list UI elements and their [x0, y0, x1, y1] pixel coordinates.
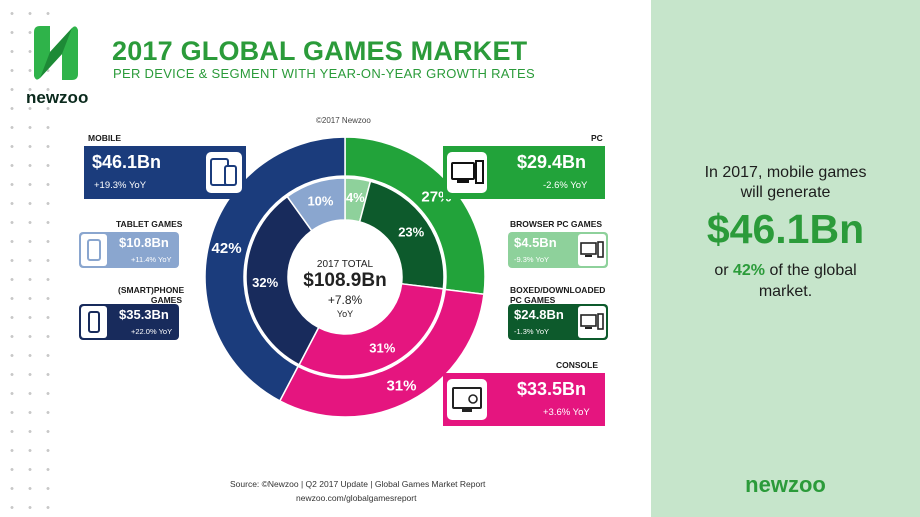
browser-yoy: -9.3% YoY: [514, 255, 550, 264]
center-total-label: 2017 TOTAL: [316, 259, 374, 270]
mobile-label: MOBILE: [88, 133, 122, 143]
browser-pc-icon: [578, 234, 606, 266]
donut-hole: [289, 221, 401, 333]
tablet-card: $10.8Bn +11.4% YoY: [79, 232, 179, 268]
panel-line-3: or 42% of the global: [651, 262, 920, 280]
boxed-card: $24.8Bn -1.3% YoY: [508, 304, 608, 340]
tablet-label: TABLET GAMES: [116, 219, 183, 229]
smartphone-card: $35.3Bn +22.0% YoY: [79, 304, 179, 340]
smartphone-icon: [81, 306, 107, 338]
slice-console-percent-label: 31%: [386, 377, 416, 394]
smartphone-label: (SMART)PHONE GAMES: [118, 285, 185, 305]
panel-line-3-pre: or: [714, 262, 729, 279]
pc-yoy: -2.6% YoY: [543, 180, 588, 191]
tablet-value: $10.8Bn: [119, 235, 169, 250]
slice-smartphone: [245, 195, 320, 366]
slice-boxed-percent-label: 23%: [398, 225, 424, 240]
decorative-dots: [0, 0, 62, 517]
mobile-card: $46.1Bn +19.3% YoY: [84, 146, 246, 199]
console-card: $33.5Bn +3.6% YoY: [443, 373, 605, 426]
slice-tablet-percent-label: 10%: [307, 193, 333, 208]
desktop-pc-icon: [447, 152, 487, 193]
highlight-panel: [651, 0, 920, 517]
mobile-value: $46.1Bn: [92, 152, 162, 172]
browser-label: BROWSER PC GAMES: [510, 219, 603, 229]
pc-value: $29.4Bn: [517, 152, 587, 172]
tablet-phone-icon: [206, 152, 242, 193]
tablet-yoy: +11.4% YoY: [131, 255, 172, 264]
panel-line-1: In 2017, mobile games: [704, 164, 867, 181]
panel-line-4: market.: [758, 283, 813, 300]
panel-line-3-pct: 42%: [733, 262, 766, 279]
console-value: $33.5Bn: [517, 379, 587, 399]
brand-wordmark: newzoo: [745, 472, 826, 497]
newzoo-logo-icon: [34, 26, 78, 80]
smartphone-value: $35.3Bn: [119, 307, 169, 322]
source-note: Source: ©Newzoo | Q2 2017 Update | Globa…: [230, 479, 486, 489]
console-yoy: +3.6% YoY: [543, 407, 590, 418]
slice-mobile: [204, 136, 346, 402]
source-url: newzoo.com/globalgamesreport: [296, 493, 417, 503]
logo-wordmark: newzoo: [26, 88, 89, 107]
boxed-label: BOXED/DOWNLOADED PC GAMES: [510, 285, 606, 305]
slice-tablet: [286, 177, 346, 232]
boxed-pc-icon: [578, 306, 606, 338]
panel-line-3-post: of the global: [769, 262, 857, 279]
slice-browser-percent-label: 4%: [346, 190, 365, 205]
page-subtitle: PER DEVICE & SEGMENT WITH YEAR-ON-YEAR G…: [113, 66, 535, 81]
panel-big-value: $46.1Bn: [706, 206, 865, 252]
center-yoy: YoY: [336, 309, 354, 319]
pc-card: $29.4Bn -2.6% YoY: [443, 146, 605, 199]
mobile-yoy: +19.3% YoY: [94, 180, 147, 191]
console-tv-icon: [447, 379, 487, 420]
browser-card: $4.5Bn -9.3% YoY: [508, 232, 608, 268]
tablet-icon: [81, 234, 107, 266]
center-growth: +7.8%: [327, 293, 363, 307]
slice-mobile-percent-label: 42%: [212, 240, 242, 257]
panel-line-2: will generate: [740, 184, 831, 201]
browser-value: $4.5Bn: [514, 235, 557, 250]
smartphone-yoy: +22.0% YoY: [131, 327, 173, 336]
console-label: CONSOLE: [556, 360, 599, 370]
center-total-value: $108.9Bn: [303, 270, 387, 291]
slice-boxed: [358, 180, 445, 290]
slice-console-inner: [298, 282, 445, 377]
slice-smartphone-percent-label: 32%: [252, 275, 278, 290]
pc-label: PC: [591, 133, 603, 143]
page-title: 2017 GLOBAL GAMES MARKET: [112, 36, 528, 66]
copyright-note: ©2017 Newzoo: [316, 116, 371, 125]
slice-console-inner-percent-label: 31%: [369, 340, 395, 355]
boxed-yoy: -1.3% YoY: [514, 327, 550, 336]
boxed-value: $24.8Bn: [514, 307, 564, 322]
